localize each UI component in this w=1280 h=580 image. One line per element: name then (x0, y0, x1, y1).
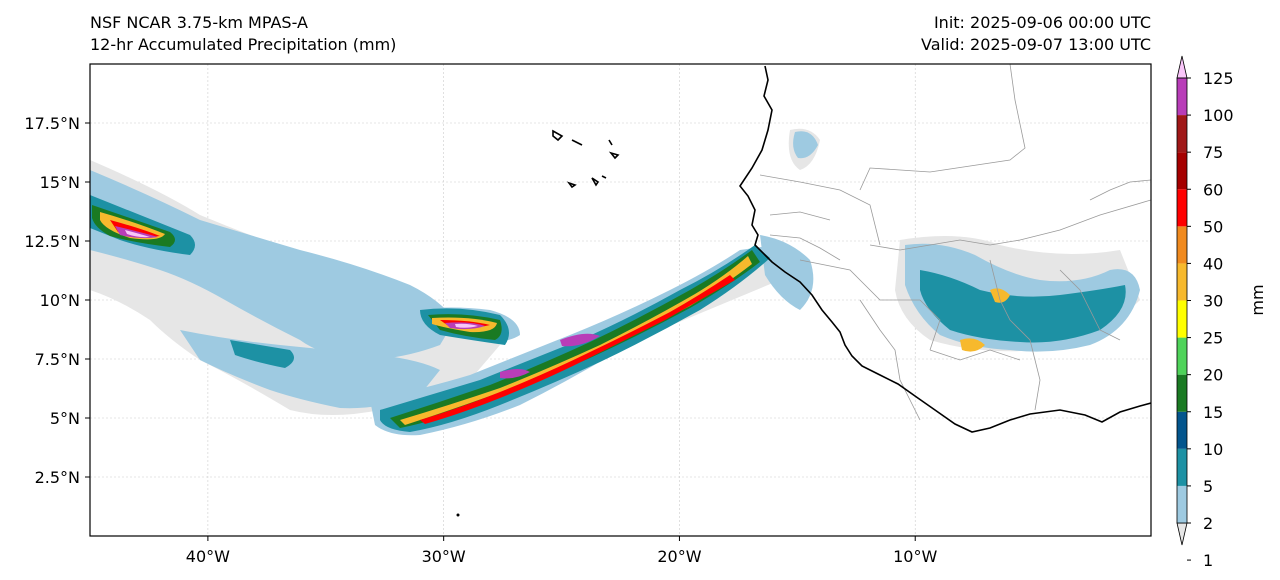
colorbar-tick-label: 50 (1203, 217, 1223, 236)
colorbar-segment (1177, 263, 1187, 301)
colorbar-extend-high (1176, 55, 1188, 79)
colorbar-tick-label: 5 (1203, 477, 1213, 496)
lat-tick-label: 10°N (40, 291, 80, 310)
colorbar-tick-label: 1 (1203, 551, 1213, 570)
country-borders (759, 64, 1151, 421)
longitude-axis: 40°W 30°W 20°W 10°W (186, 536, 937, 566)
lat-tick-label: 12.5°N (24, 232, 80, 251)
colorbar-tick-label: 125 (1203, 69, 1234, 88)
colorbar-segment (1177, 300, 1187, 338)
precipitation-field (90, 128, 1140, 436)
colorbar-tick-label: 15 (1203, 403, 1223, 422)
lon-tick-label: 30°W (422, 547, 466, 566)
map-plot-area (90, 64, 1151, 536)
colorbar-extend-low (1176, 522, 1188, 546)
map-title-left: NSF NCAR 3.75-km MPAS-A 12-hr Accumulate… (90, 12, 396, 56)
colorbar-segment (1177, 115, 1187, 153)
colorbar-tick-label: 30 (1203, 292, 1223, 311)
lon-tick-label: 40°W (186, 547, 230, 566)
colorbar-segment (1177, 152, 1187, 190)
colorbar-segment (1177, 337, 1187, 375)
colorbar-tick-label: 100 (1203, 106, 1234, 125)
lon-tick-label: 10°W (893, 547, 937, 566)
colorbar-segment (1177, 485, 1187, 523)
field-title: 12-hr Accumulated Precipitation (mm) (90, 35, 397, 54)
lat-tick-label: 7.5°N (35, 350, 80, 369)
colorbar-segment (1177, 374, 1187, 412)
colorbar-tick-label: 60 (1203, 180, 1223, 199)
colorbar-segment (1177, 78, 1187, 116)
colorbar-segment (1177, 448, 1187, 486)
colorbar-tick-label: 40 (1203, 254, 1223, 273)
colorbar-tick-label: 20 (1203, 366, 1223, 385)
valid-time: Valid: 2025-09-07 13:00 UTC (920, 35, 1151, 54)
colorbar-segment (1177, 411, 1187, 449)
model-title: NSF NCAR 3.75-km MPAS-A (90, 13, 308, 32)
coastline (552, 65, 1151, 433)
latitude-axis: 17.5°N 15°N 12.5°N 10°N 7.5°N 5°N 2.5°N (24, 114, 90, 487)
map-title-right: Init: 2025-09-06 00:00 UTC Valid: 2025-0… (921, 12, 1151, 56)
colorbar-tick-label: 75 (1203, 143, 1223, 162)
colorbar-tick-label: 25 (1203, 329, 1223, 348)
lon-tick-label: 20°W (657, 547, 701, 566)
init-time: Init: 2025-09-06 00:00 UTC (933, 13, 1151, 32)
colorbar-tick-label: 2 (1203, 514, 1213, 533)
colorbar-segment (1177, 226, 1187, 264)
colorbar-tick-label: 10 (1203, 440, 1223, 459)
colorbar-segment (1177, 189, 1187, 227)
lat-tick-label: 17.5°N (24, 114, 80, 133)
lat-tick-label: 15°N (40, 173, 80, 192)
colorbar-label: mm (1248, 284, 1267, 315)
lat-tick-label: 5°N (50, 409, 80, 428)
lat-tick-label: 2.5°N (35, 468, 80, 487)
